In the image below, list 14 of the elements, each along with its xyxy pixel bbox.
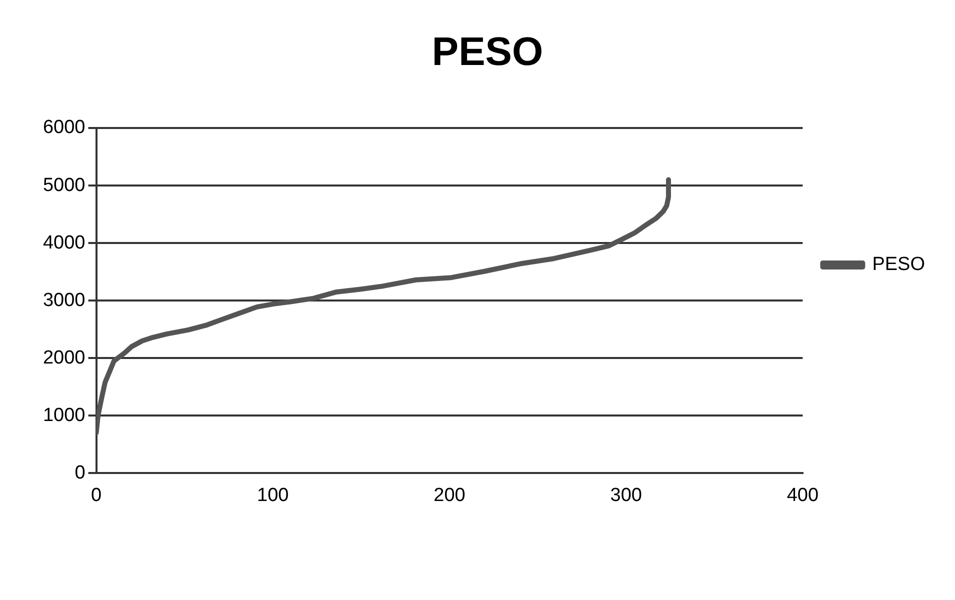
y-tick-label: 5000	[42, 174, 86, 196]
chart-title: PESO	[432, 30, 544, 74]
legend-label: PESO	[872, 254, 926, 276]
x-tick-label: 300	[610, 484, 642, 506]
y-tick-label: 0	[74, 462, 86, 484]
x-tick-label: 0	[90, 484, 102, 506]
y-tick-label: 2000	[42, 347, 86, 368]
y-tick-label: 6000	[42, 117, 86, 138]
x-tick-label: 100	[257, 484, 289, 506]
y-tick-label: 4000	[42, 232, 86, 254]
x-tick-label: 200	[434, 484, 466, 506]
x-tick-label: 400	[786, 484, 819, 506]
y-tick-label: 1000	[42, 404, 86, 426]
y-tick-label: 3000	[42, 290, 86, 311]
